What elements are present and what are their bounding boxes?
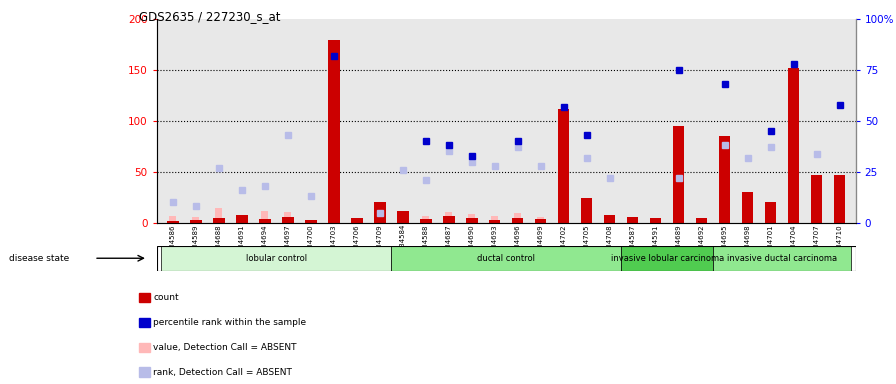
Bar [376, 214, 383, 223]
Bar [713, 246, 851, 271]
Bar [443, 215, 454, 223]
Bar [834, 175, 845, 223]
Bar [489, 220, 501, 223]
Bar [422, 215, 429, 223]
Bar [558, 109, 570, 223]
Bar [650, 218, 661, 223]
Bar [282, 217, 294, 223]
Bar [538, 217, 544, 223]
Bar [607, 217, 613, 223]
Bar [581, 198, 592, 223]
Text: GDS2635 / 227230_s_at: GDS2635 / 227230_s_at [139, 10, 280, 23]
Bar [514, 213, 521, 223]
Bar [469, 214, 475, 223]
Bar [583, 213, 590, 223]
Bar [351, 218, 363, 223]
Bar [305, 220, 316, 223]
Bar [811, 175, 823, 223]
Bar [400, 215, 406, 223]
Bar [193, 217, 199, 223]
Bar [215, 209, 222, 223]
Bar [721, 198, 728, 223]
Bar [397, 210, 409, 223]
Bar [745, 214, 751, 223]
Text: percentile rank within the sample: percentile rank within the sample [153, 318, 306, 327]
Text: lobular control: lobular control [246, 254, 307, 263]
Bar [742, 192, 754, 223]
Bar [673, 126, 685, 223]
Text: disease state: disease state [9, 254, 69, 263]
Bar [604, 215, 616, 223]
Bar [491, 215, 498, 223]
Bar [814, 210, 820, 223]
Bar [259, 218, 271, 223]
Bar [765, 202, 776, 223]
Bar [238, 215, 246, 223]
Text: invasive ductal carcinoma: invasive ductal carcinoma [727, 254, 837, 263]
Bar [512, 218, 523, 223]
Text: count: count [153, 293, 179, 302]
Bar [535, 218, 547, 223]
Bar [284, 212, 291, 223]
Bar [237, 215, 247, 223]
Bar [420, 218, 432, 223]
Bar [466, 218, 478, 223]
Bar [445, 212, 452, 223]
Text: value, Detection Call = ABSENT: value, Detection Call = ABSENT [153, 343, 297, 352]
Bar [719, 136, 730, 223]
Bar [307, 221, 314, 223]
Bar [161, 246, 392, 271]
Bar [328, 40, 340, 223]
Bar [392, 246, 621, 271]
Bar [788, 68, 799, 223]
Bar [767, 213, 774, 223]
Bar [374, 202, 385, 223]
Bar [696, 218, 708, 223]
Bar [168, 221, 178, 223]
Bar [262, 210, 268, 223]
Bar [676, 197, 682, 223]
Bar [627, 217, 639, 223]
Bar [621, 246, 713, 271]
Bar [190, 220, 202, 223]
Bar [169, 215, 177, 223]
Text: rank, Detection Call = ABSENT: rank, Detection Call = ABSENT [153, 368, 292, 377]
Bar [213, 218, 225, 223]
Text: ductal control: ductal control [478, 254, 535, 263]
Text: invasive lobular carcinoma: invasive lobular carcinoma [610, 254, 724, 263]
